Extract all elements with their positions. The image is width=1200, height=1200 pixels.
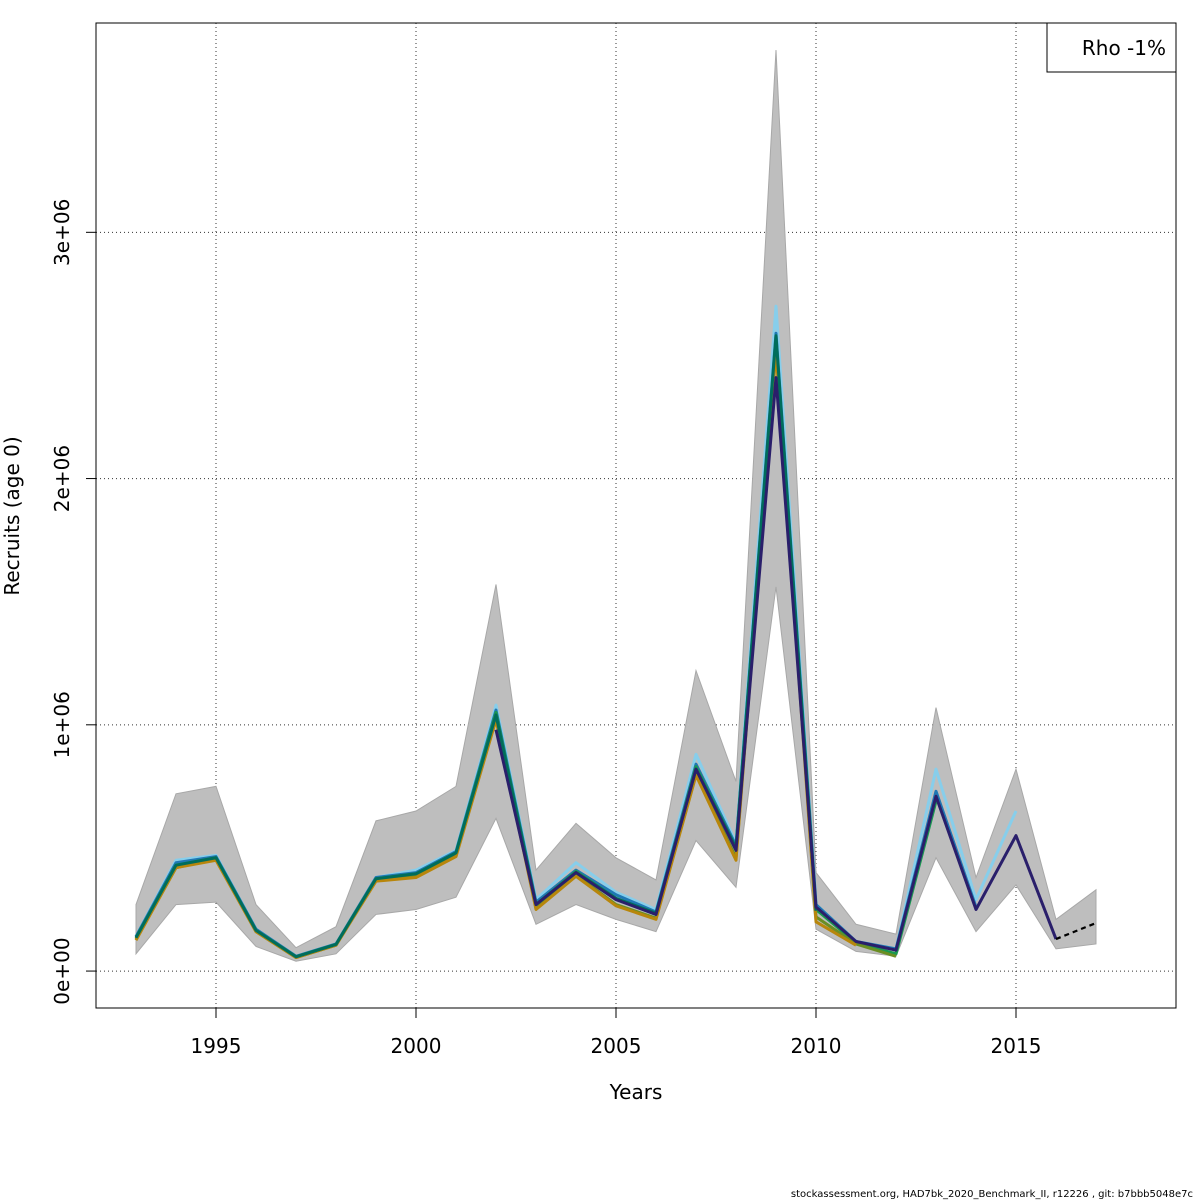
grid-lines — [96, 23, 1176, 1008]
x-tick-label-2: 2005 — [591, 1034, 642, 1058]
series-line-7 — [1055, 922, 1097, 941]
legend-text: Rho -1% — [1082, 36, 1166, 60]
x-tick-label-0: 1995 — [191, 1034, 242, 1058]
y-axis: 0e+00 1e+06 2e+06 3e+06 — [50, 199, 97, 1005]
y-tick-label-3: 3e+06 — [50, 199, 74, 266]
confidence-ribbon — [135, 50, 1097, 962]
x-axis-title: Years — [609, 1080, 663, 1104]
y-axis-title: Recruits (age 0) — [0, 436, 24, 595]
ribbon-area — [135, 50, 1097, 962]
y-tick-label-2: 2e+06 — [50, 445, 74, 512]
series-lines — [134, 304, 1097, 960]
x-tick-label-1: 2000 — [391, 1034, 442, 1058]
y-tick-label-1: 1e+06 — [50, 691, 74, 758]
series-line-6 — [494, 376, 1058, 952]
x-tick-label-3: 2010 — [791, 1034, 842, 1058]
legend: Rho -1% — [1046, 22, 1177, 73]
x-tick-label-4: 2015 — [991, 1034, 1042, 1058]
footer-note: stockassessment.org, HAD7bk_2020_Benchma… — [791, 1189, 1193, 1200]
legend-box — [1046, 22, 1177, 73]
y-tick-label-0: 0e+00 — [50, 937, 74, 1004]
x-axis: 1995 2000 2005 2010 2015 — [191, 1007, 1042, 1058]
